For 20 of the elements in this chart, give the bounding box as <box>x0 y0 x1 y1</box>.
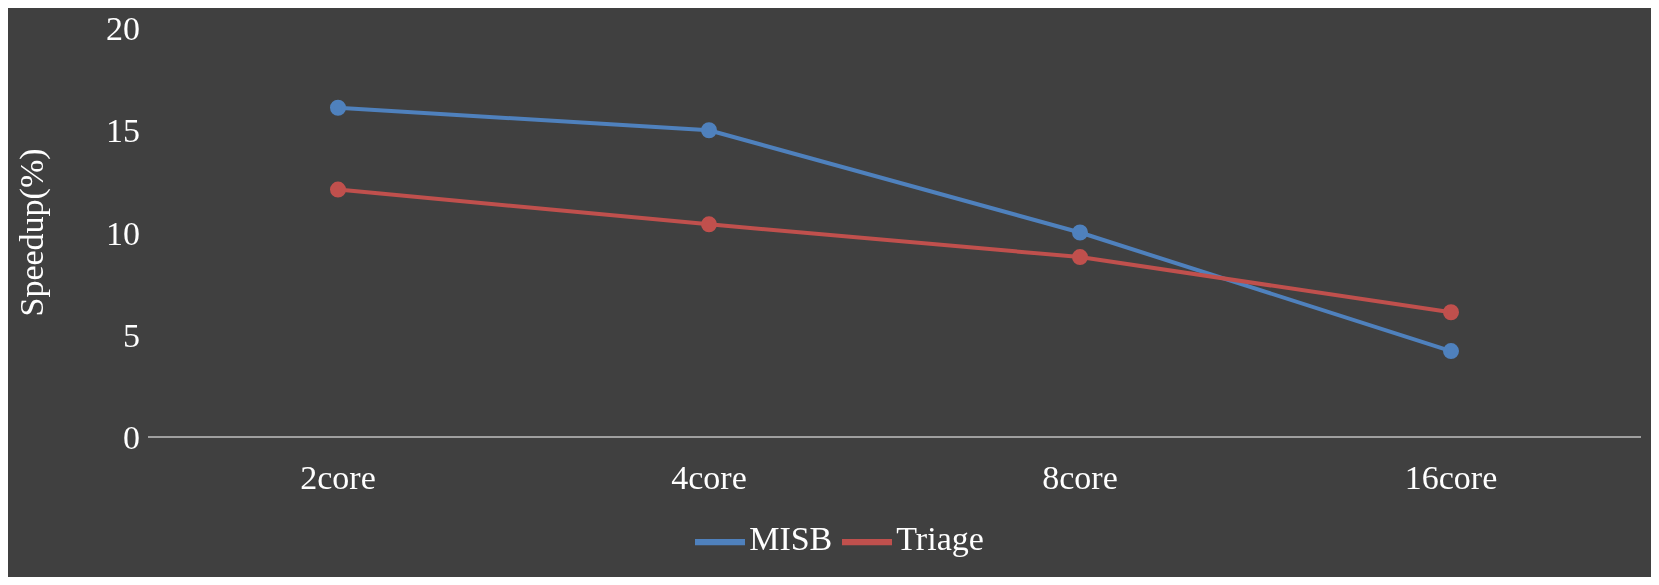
legend-label: MISB <box>749 519 833 557</box>
point <box>701 122 717 139</box>
y-tick-label: 5 <box>123 316 140 354</box>
point <box>330 99 346 116</box>
y-tick-label: 10 <box>106 214 140 252</box>
y-axis-title: Speedup(%) <box>13 148 52 317</box>
y-tick-label: 20 <box>106 10 140 48</box>
y-tick-label: 15 <box>106 112 140 150</box>
point <box>1443 304 1459 321</box>
point <box>330 181 346 198</box>
y-tick-label: 0 <box>123 419 140 457</box>
point <box>701 216 717 233</box>
x-tick-label: 16core <box>1404 459 1498 497</box>
legend-label: Triage <box>896 519 984 557</box>
point <box>1443 343 1459 360</box>
point <box>1072 224 1088 241</box>
x-tick-label: 8core <box>1042 459 1118 497</box>
point <box>1072 249 1088 266</box>
x-tick-label: 2core <box>300 459 376 497</box>
x-tick-label: 4core <box>671 459 747 497</box>
